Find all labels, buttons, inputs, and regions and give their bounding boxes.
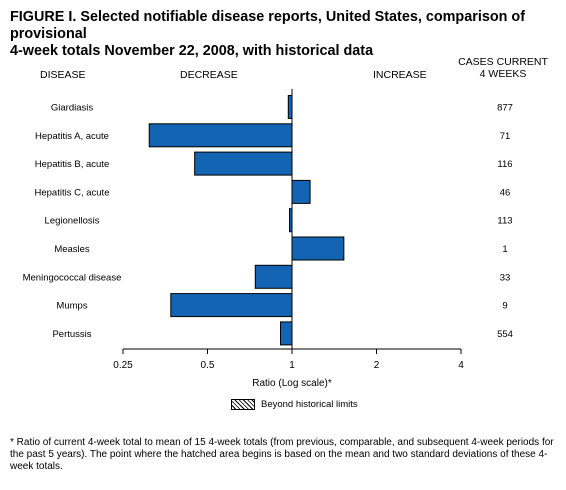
category-label-4: Legionellosis [45,216,100,227]
x-axis-label: Ratio (Log scale)* [252,378,332,389]
cases-header-line-2: 4 WEEKS [479,68,527,80]
bar-1 [148,123,293,148]
disease-column-header: DISEASE [40,69,86,81]
bar-2 [194,151,293,176]
figure-title: FIGURE I. Selected notifiable disease re… [10,9,556,60]
cases-value-3: 46 [500,187,511,198]
category-label-7: Mumps [56,301,87,312]
category-label-5: Measles [54,244,90,255]
cases-value-7: 9 [502,301,507,312]
bar-7 [170,293,293,318]
bar-0 [287,95,293,119]
cases-header-line-1: CASES CURRENT [458,56,548,68]
bar-3 [291,179,311,204]
x-tick-label-0: 0.25 [113,360,133,371]
category-label-0: Giardiasis [51,103,93,114]
increase-header: INCREASE [373,69,427,81]
x-tick-label-3: 2 [374,360,380,371]
bar-5 [291,236,345,261]
category-label-3: Hepatitis C, acute [35,187,110,198]
figure-title-line-1: FIGURE I. Selected notifiable disease re… [10,9,525,42]
category-label-1: Hepatitis A, acute [35,131,109,142]
cases-value-5: 1 [502,244,507,255]
cases-value-8: 554 [497,329,513,340]
decrease-header: DECREASE [180,69,238,81]
cases-value-1: 71 [500,131,511,142]
category-label-6: Meningococcal disease [23,272,122,283]
cases-column-header: CASES CURRENT 4 WEEKS [458,56,548,80]
cases-value-0: 877 [497,103,513,114]
category-label-8: Pertussis [52,329,91,340]
x-tick-label-4: 4 [458,360,464,371]
disease-ratio-chart: 0.25 0.5 1 2 4 Ratio (Log scale)* Giardiasis 87… [23,88,513,389]
cases-value-6: 33 [500,272,511,283]
cases-value-2: 116 [497,159,512,170]
category-label-2: Hepatitis B, acute [35,159,109,170]
legend: Beyond historical limits [231,399,358,410]
hatched-legend-swatch [231,399,255,410]
x-tick-label-1: 0.5 [201,360,215,371]
bar-6 [254,264,293,289]
x-tick-label-2: 1 [289,360,295,371]
figure-title-line-2: 4-week totals November 22, 2008, with hi… [10,43,374,59]
legend-label: Beyond historical limits [261,399,358,410]
footnote: * Ratio of current 4-week total to mean … [10,437,554,472]
cases-value-4: 113 [497,216,512,227]
bar-8 [280,321,293,346]
